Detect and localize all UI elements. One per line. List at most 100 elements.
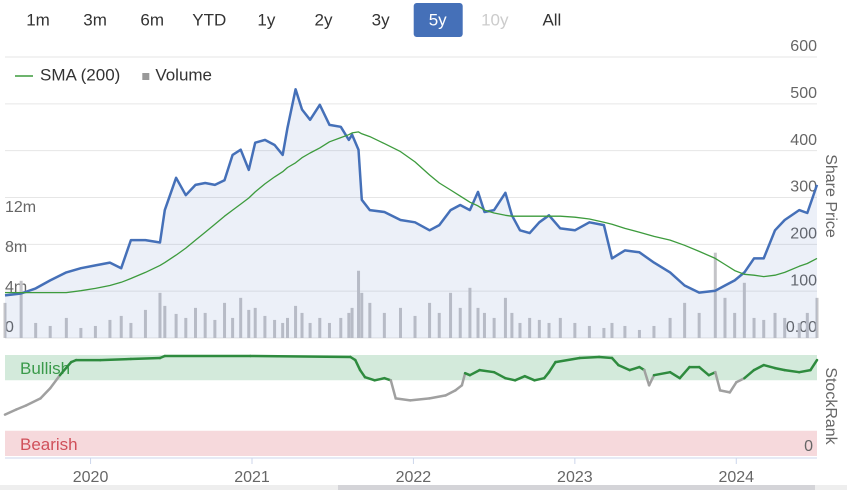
range-button[interactable]: All	[542, 10, 561, 29]
stockrank-line	[24, 397, 42, 407]
volume-bar	[723, 297, 727, 338]
range-button[interactable]: 1y	[257, 10, 275, 29]
volume-bar	[733, 312, 737, 338]
volume-bar	[143, 309, 147, 338]
range-button[interactable]: 2y	[315, 10, 333, 29]
band-label: Bullish	[20, 359, 70, 378]
stockrank-line	[48, 373, 62, 390]
y2-tick-label: 8m	[5, 239, 27, 256]
stockrank-line	[728, 381, 738, 394]
volume-bar	[318, 317, 322, 338]
volume-bar	[492, 317, 496, 338]
volume-bar	[652, 325, 656, 338]
stockrank-line	[610, 356, 620, 367]
volume-bar	[308, 322, 312, 338]
volume-bar	[449, 292, 453, 338]
volume-bar	[587, 325, 591, 338]
volume-bar	[468, 287, 472, 338]
range-button[interactable]: 5y	[429, 10, 447, 29]
volume-bar	[163, 305, 167, 338]
volume-bar	[399, 307, 403, 338]
volume-bar	[357, 270, 361, 338]
y2-tick-label: 12m	[5, 199, 36, 216]
volume-bar	[239, 297, 243, 338]
stockrank-line	[554, 356, 581, 364]
stockrank-line	[363, 375, 376, 382]
volume-bar	[294, 305, 298, 338]
volume-bar	[203, 312, 207, 338]
volume-bar	[797, 322, 801, 338]
stockrank-line	[358, 368, 367, 379]
volume-bar	[783, 317, 787, 338]
stockrank-line	[39, 387, 52, 400]
volume-bar	[174, 313, 178, 338]
stockrank-line	[58, 360, 73, 377]
x-tick-label: 2024	[718, 469, 754, 486]
x-tick-label: 2021	[234, 469, 270, 486]
volume-bar	[300, 312, 304, 338]
stockrank-line	[643, 368, 651, 387]
volume-bar	[623, 325, 627, 338]
range-button[interactable]: 3m	[83, 10, 107, 29]
range-button[interactable]: 6m	[140, 10, 164, 29]
stockrank-line	[797, 368, 812, 374]
range-button[interactable]: YTD	[192, 10, 226, 29]
stockrank-line	[373, 376, 386, 382]
selected-button[interactable]	[413, 3, 463, 37]
volume-bar	[482, 312, 486, 338]
volume-bar	[273, 319, 277, 338]
band	[5, 430, 817, 456]
volume-bar	[668, 317, 672, 338]
stockrank-line	[513, 374, 527, 382]
y2-tick-label: 0	[5, 319, 14, 336]
volume-bar	[458, 307, 462, 338]
stockrank-line	[354, 358, 362, 372]
stockrank-line	[98, 357, 133, 362]
stockrank-line	[762, 363, 777, 370]
volume-bar	[713, 252, 717, 338]
range-button[interactable]: 3y	[372, 10, 390, 29]
volume-bar	[610, 322, 614, 338]
stockrank-line	[504, 376, 517, 382]
volume-bar	[573, 322, 577, 338]
stockrank-line	[697, 365, 711, 377]
volume-bar	[3, 302, 7, 338]
volume-bar	[602, 327, 606, 338]
price-line	[4, 88, 819, 297]
volume-bar	[119, 315, 123, 338]
stockrank-line	[735, 376, 746, 384]
legend-label: Volume	[155, 65, 212, 84]
volume-bar	[253, 307, 257, 338]
y-axis-title: Share Price	[822, 154, 839, 238]
volume-bar	[19, 280, 23, 338]
volume-bar	[93, 325, 97, 338]
stockrank-line	[454, 384, 464, 392]
stockrank-line	[129, 356, 162, 361]
volume-bar	[213, 319, 217, 338]
price-area	[5, 89, 817, 338]
stockrank-line	[523, 374, 536, 382]
volume-bar	[558, 317, 562, 338]
volume-bar	[129, 322, 133, 338]
stockrank-line	[460, 371, 467, 387]
stockrank-line	[542, 370, 551, 380]
stockrank-line	[652, 370, 672, 377]
range-button[interactable]: 10y	[481, 10, 509, 29]
stockrank-line	[578, 355, 601, 360]
volume-bar	[742, 282, 746, 338]
volume-bar	[637, 329, 641, 338]
stockrank-line	[547, 360, 557, 374]
volume-bar	[815, 297, 819, 338]
volume-bar	[697, 312, 701, 338]
range-button[interactable]: 1m	[26, 10, 50, 29]
volume-bar	[805, 312, 809, 338]
stockrank-line	[628, 365, 641, 372]
band-label: Bearish	[20, 435, 78, 454]
stockrank-line	[743, 368, 756, 380]
volume-bar	[263, 315, 267, 338]
volume-bar	[48, 325, 52, 338]
stockrank-line	[533, 376, 546, 382]
stockrank-line	[478, 368, 496, 374]
volume-bar	[476, 307, 480, 338]
volume-bar	[510, 312, 514, 338]
